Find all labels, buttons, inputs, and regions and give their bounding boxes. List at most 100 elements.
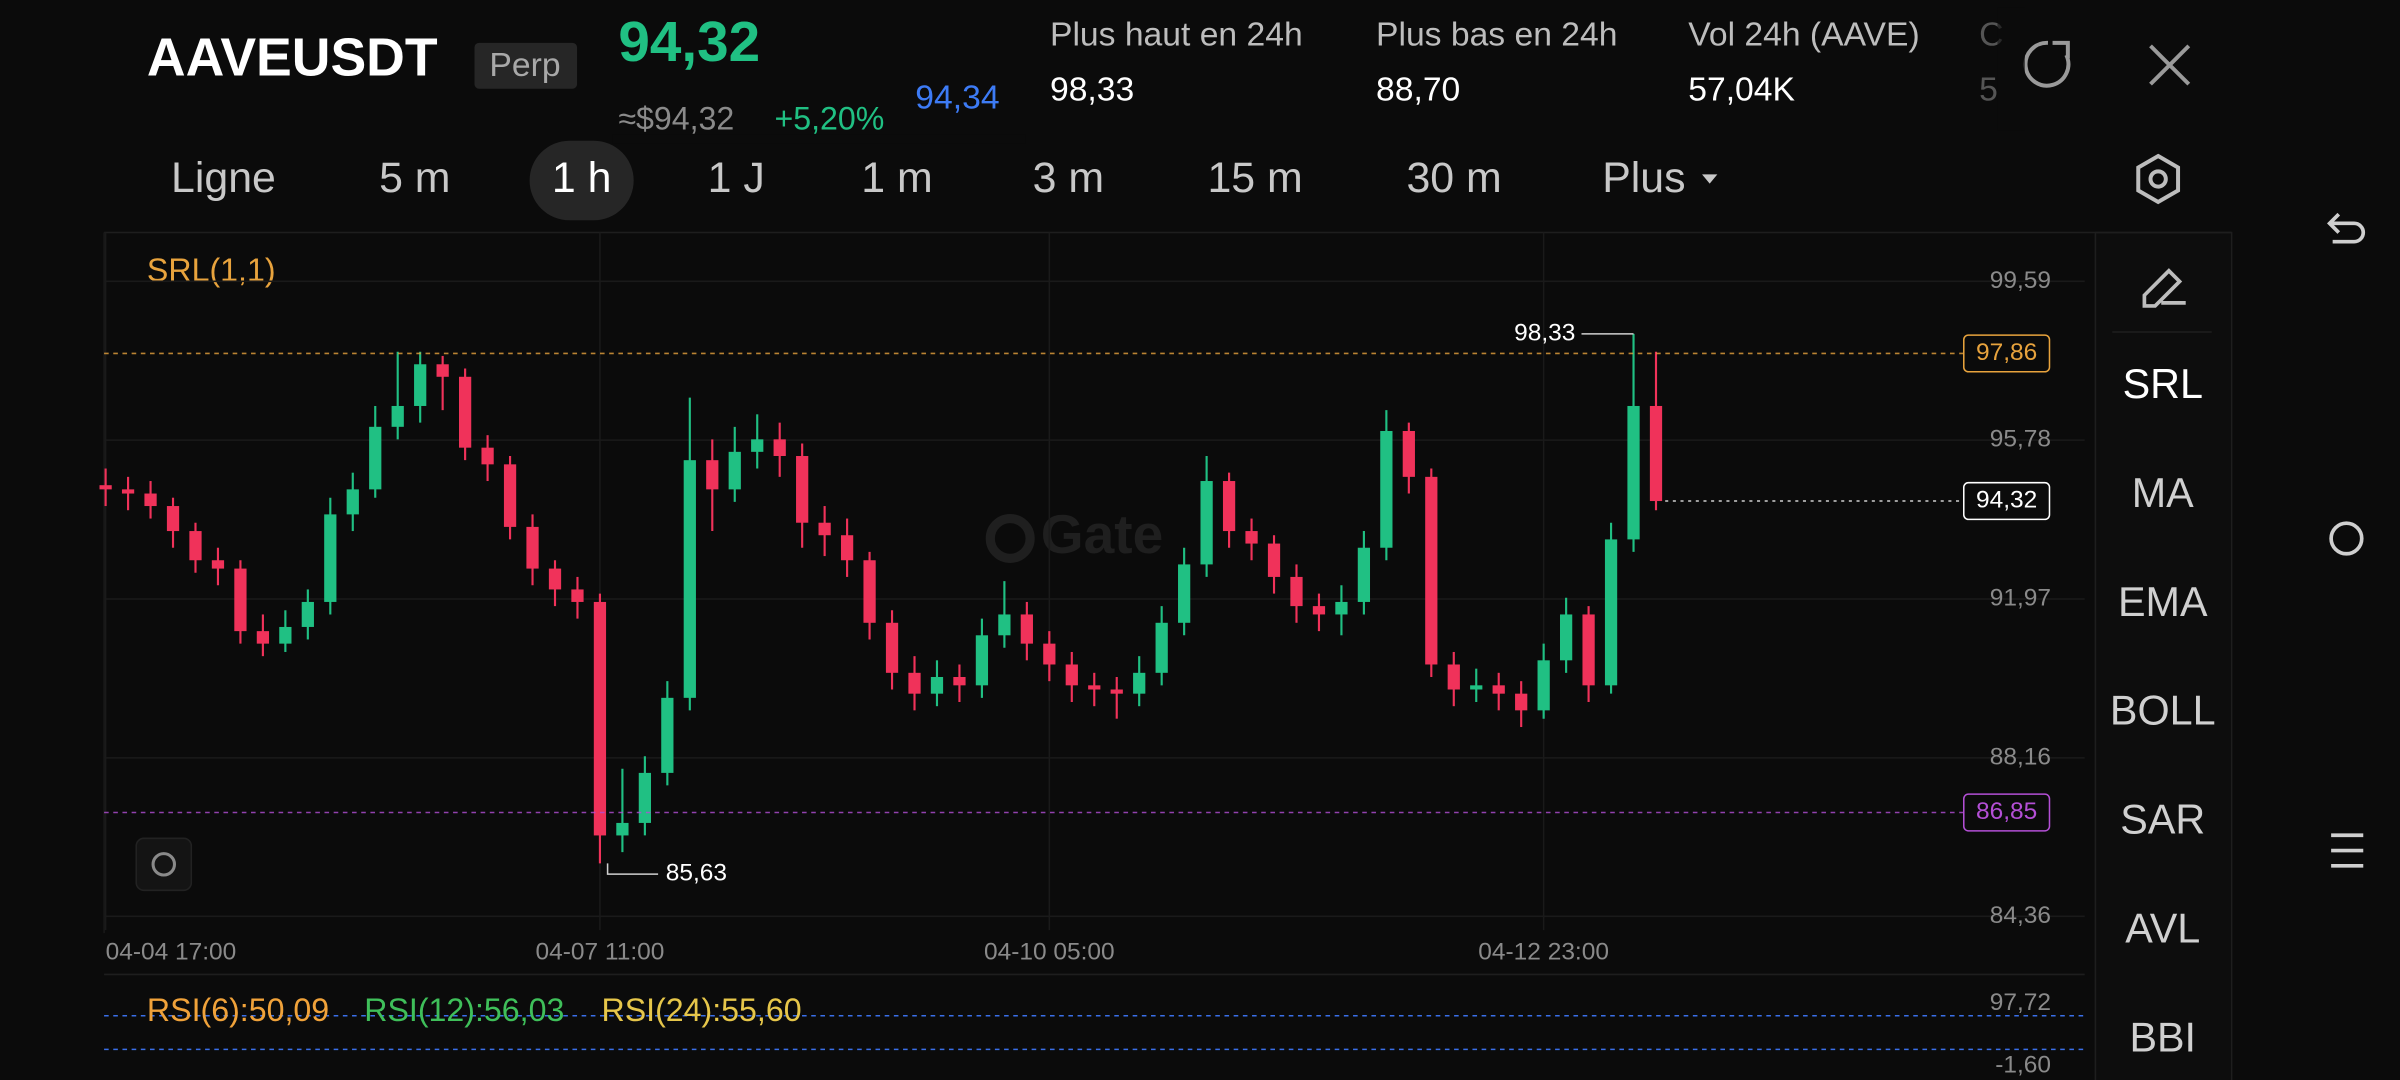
candle-body	[1537, 660, 1550, 711]
contract-type: Perp	[489, 47, 560, 84]
close-button[interactable]	[2149, 44, 2191, 86]
candle-body	[930, 676, 944, 694]
y-tick-label: 99,59	[1990, 267, 2051, 294]
timeframe-tab[interactable]: 1 J	[708, 154, 765, 202]
candle-body	[773, 439, 786, 457]
refresh-arc	[2023, 40, 2071, 88]
indicator-button[interactable]: AVL	[2125, 906, 2200, 952]
indicator-button[interactable]: BBI	[2129, 1014, 2196, 1060]
nav-home[interactable]	[2329, 521, 2364, 556]
candle-body	[1133, 672, 1146, 694]
timeframe-tab[interactable]: 1 m	[861, 154, 932, 202]
timeframe-tab[interactable]: 15 m	[1207, 154, 1302, 202]
x-tick-label: 04-07 11:00	[536, 939, 665, 966]
rsi-label: RSI(24):55,60	[602, 992, 802, 1028]
candle-body	[751, 439, 764, 452]
candle-body	[324, 514, 337, 602]
candle-body	[796, 456, 809, 523]
refresh-button[interactable]	[2023, 40, 2071, 88]
candle-body	[1088, 685, 1101, 690]
candle-body	[1402, 430, 1415, 477]
candle-body	[459, 376, 472, 448]
candle-body	[503, 464, 517, 527]
candle-body	[1357, 547, 1371, 602]
candle-body	[234, 568, 247, 632]
timeframe-tab[interactable]: 30 m	[1406, 154, 1501, 202]
indicator-button[interactable]: SAR	[2120, 797, 2205, 843]
low-label: 85,63	[666, 860, 727, 887]
candle-body	[414, 364, 427, 406]
timeframe-tab[interactable]: Plus	[1602, 154, 1685, 202]
nav-back[interactable]	[2326, 212, 2366, 244]
candle-body	[1312, 606, 1326, 615]
candle-body	[1290, 576, 1303, 607]
candle-body	[1222, 481, 1236, 532]
price-change: +5,20%	[774, 100, 884, 136]
candle-body	[1447, 664, 1460, 690]
candle-body	[1425, 476, 1438, 665]
timeframe-tab[interactable]: Ligne	[171, 154, 276, 202]
back-icon	[2326, 212, 2366, 244]
stat-label: Vol 24h (AAVE)	[1688, 17, 1919, 54]
timeframe-tab[interactable]: 3 m	[1033, 154, 1104, 202]
chart-toggle[interactable]	[135, 837, 193, 892]
nav-menu[interactable]	[2331, 833, 2364, 868]
candle-body	[638, 772, 651, 823]
indicator-label: SRL(1,1)	[147, 252, 276, 288]
candle-body	[301, 601, 314, 627]
candle-body	[683, 460, 696, 698]
indicator-button[interactable]: SRL	[2123, 361, 2203, 407]
candle-body	[840, 535, 854, 561]
watermark-logo	[985, 513, 1035, 563]
candle-body	[818, 522, 831, 536]
stat-value: 98,33	[1050, 72, 1134, 109]
candle-body	[346, 489, 359, 515]
candle-body	[144, 493, 157, 507]
candle-body	[1380, 430, 1393, 548]
candle-body	[369, 426, 382, 490]
indicator-button[interactable]: MA	[2132, 470, 2194, 516]
timeframe-tab[interactable]: 5 m	[379, 154, 450, 202]
candle-body	[481, 447, 494, 465]
candle-body	[1110, 689, 1123, 694]
stat-label: Plus bas en 24h	[1376, 17, 1617, 54]
header-fade	[1997, 7, 2025, 131]
candle-body	[1155, 622, 1168, 673]
candle-body	[571, 589, 584, 602]
indicator-button[interactable]: EMA	[2118, 579, 2208, 625]
candle-body	[661, 697, 674, 773]
pencil-icon	[2142, 268, 2183, 308]
stat-label: Plus haut en 24h	[1050, 17, 1303, 54]
chart-toggle-icon	[151, 852, 177, 877]
draw-tool-button[interactable]	[2142, 268, 2186, 308]
symbol[interactable]: AAVEUSDT	[147, 28, 438, 87]
candle-body	[1065, 664, 1078, 686]
candle-body	[1582, 614, 1595, 686]
y-tick-label: 91,97	[1990, 584, 2051, 611]
candle-body	[975, 635, 989, 686]
candle-body	[1649, 405, 1663, 502]
candle-body	[1335, 601, 1348, 615]
watermark: Gate	[1041, 503, 1163, 565]
indicator-button[interactable]: BOLL	[2110, 688, 2216, 734]
candle-body	[1604, 539, 1618, 686]
dropdown-caret	[1702, 174, 1718, 184]
candle-body	[548, 568, 562, 590]
tab-highlight	[529, 140, 634, 221]
y-tick-label: 95,78	[1990, 426, 2051, 453]
settings-dot	[2148, 169, 2168, 189]
candle-body	[706, 460, 719, 490]
candle-body	[908, 672, 921, 694]
y-tick-label: 84,36	[1990, 902, 2051, 929]
candle-body	[1267, 543, 1281, 577]
candle-body	[211, 560, 225, 569]
candle-body	[1020, 614, 1033, 644]
stat-value: 5	[1979, 72, 1998, 109]
timeframe-tab[interactable]: 1 h	[552, 154, 612, 202]
high-label: 98,33	[1514, 319, 1575, 346]
settings-button[interactable]	[2136, 153, 2181, 205]
candle-body	[256, 631, 270, 644]
candle-body	[616, 822, 629, 836]
